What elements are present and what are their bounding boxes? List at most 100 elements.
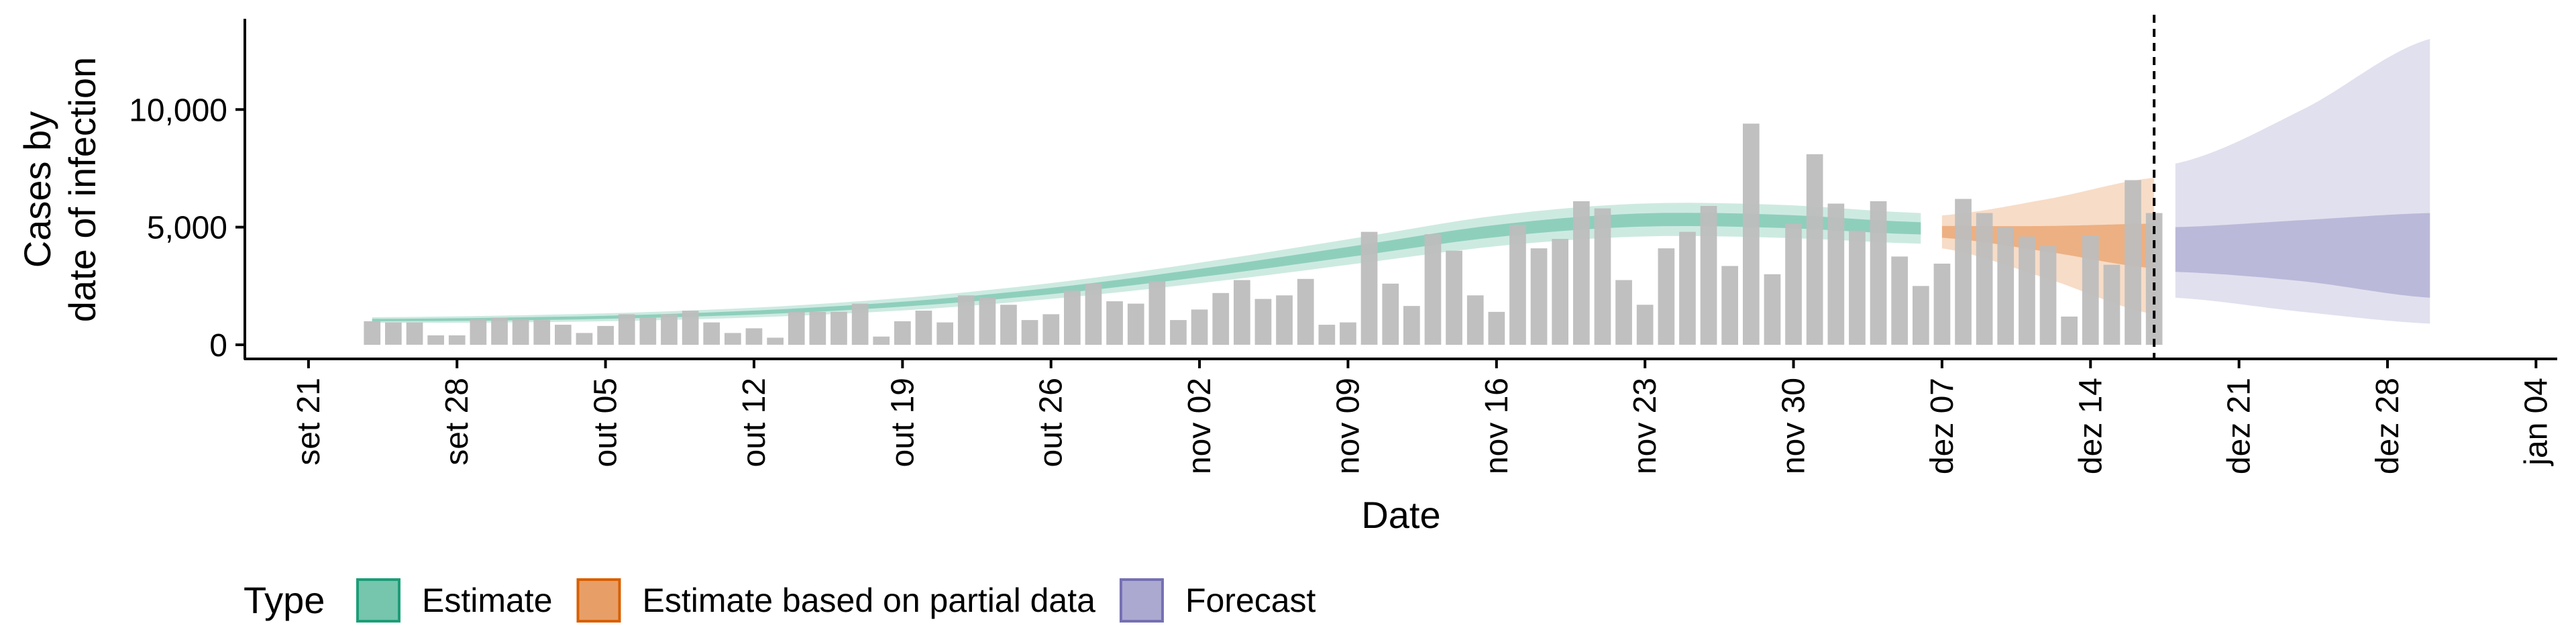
case-bar [1743,123,1760,345]
case-bar [448,335,466,345]
case-bar [767,337,784,345]
case-bar [915,311,932,345]
case-bar [1318,325,1336,345]
case-bar [2061,316,2078,345]
band-outer-0 [372,203,1921,323]
case-bar [1700,206,1717,345]
case-bar [1849,230,1866,345]
case-bar [1276,295,1293,345]
case-bar [661,314,678,345]
legend: Type Estimate Estimate based on partial da… [244,578,1316,623]
x-tick-label: dez 14 [2073,378,2108,474]
case-bar [1785,223,1802,345]
x-tick-label: jan 04 [2518,378,2554,467]
case-bar [1000,305,1017,345]
y-axis-title-line-1: Cases by [16,111,58,268]
case-bar [1721,266,1738,345]
case-bar [470,319,487,345]
y-axis-title-line-2: date of infection [61,57,103,322]
case-bar [1530,248,1548,345]
case-bar [1297,278,1314,345]
case-bar [2125,180,2141,345]
x-tick-label: nov 09 [1330,378,1366,474]
case-bar [873,336,890,345]
case-bar [957,295,975,345]
x-tick-label: nov 02 [1182,378,1218,474]
case-bar [1403,306,1420,345]
case-bar [2082,235,2099,345]
case-bar [1764,274,1781,345]
case-bar [936,322,953,345]
case-bar [851,303,869,345]
case-bar [385,322,402,345]
band-inner-0 [372,213,1921,321]
case-bar [2145,213,2163,345]
band-outer-2 [2175,39,2430,324]
case-bar [1615,280,1632,345]
case-bar [745,328,763,345]
case-bar [1170,320,1187,345]
case-bar [1021,320,1038,345]
case-bar [597,325,614,345]
case-bar [1148,281,1166,345]
case-bar [703,322,720,345]
case-bar [364,321,381,345]
case-bar [1360,231,1378,345]
case-bar [1870,201,1887,345]
x-tick-label: dez 21 [2222,378,2257,474]
y-tick-label: 0 [209,328,227,364]
case-bar [1340,322,1356,345]
case-bar [1127,303,1144,345]
case-bar [979,297,996,345]
y-tick-label: 10,000 [129,93,227,128]
x-tick-label: set 21 [291,378,327,466]
case-bar [576,333,593,345]
legend-title: Type [244,579,325,621]
case-bar [1382,283,1399,345]
case-bar [1806,154,1823,345]
x-tick-label: dez 07 [1925,378,1960,474]
case-bar [1446,250,1462,345]
x-tick-label: out 19 [885,378,920,467]
case-bar [2019,236,2035,345]
case-bar [1679,231,1696,345]
case-bar [2103,264,2121,345]
case-bar [555,325,572,345]
case-bar [830,311,847,345]
case-bar [491,317,508,345]
x-tick-label: out 26 [1034,378,1069,467]
case-bar [1424,234,1442,345]
case-bar [1827,203,1845,345]
legend-swatch-0 [356,578,400,623]
case-bars [364,123,2163,345]
case-bar [788,311,805,345]
x-tick-label: nov 16 [1479,378,1515,474]
case-bar [1891,256,1908,345]
x-tick-label: dez 28 [2370,378,2406,474]
case-bar [1573,201,1590,345]
case-bar [1191,309,1208,345]
case-bar [1234,280,1250,345]
case-bar [809,311,826,345]
case-bar [2039,246,2057,345]
y-tick-label: 5,000 [147,211,227,246]
legend-label-1: Estimate based on partial data [643,582,1096,619]
legend-label-0: Estimate [422,582,553,619]
case-bar [1488,311,1505,345]
legend-swatch-2 [1119,578,1164,623]
case-bar [1976,213,1993,345]
case-bar [1212,292,1230,345]
case-bar [427,335,444,345]
estimate-bands [372,39,2430,324]
case-bar [1997,227,2015,345]
case-bar [1636,305,1654,345]
case-bar [1254,299,1272,345]
case-bar [1085,283,1102,345]
x-tick-label: nov 23 [1627,378,1663,474]
case-bar [1658,248,1675,345]
x-tick-label: set 28 [439,378,475,466]
case-bar [512,319,529,345]
case-bar [1064,290,1081,345]
case-bar [639,317,657,345]
case-bar [618,314,635,345]
